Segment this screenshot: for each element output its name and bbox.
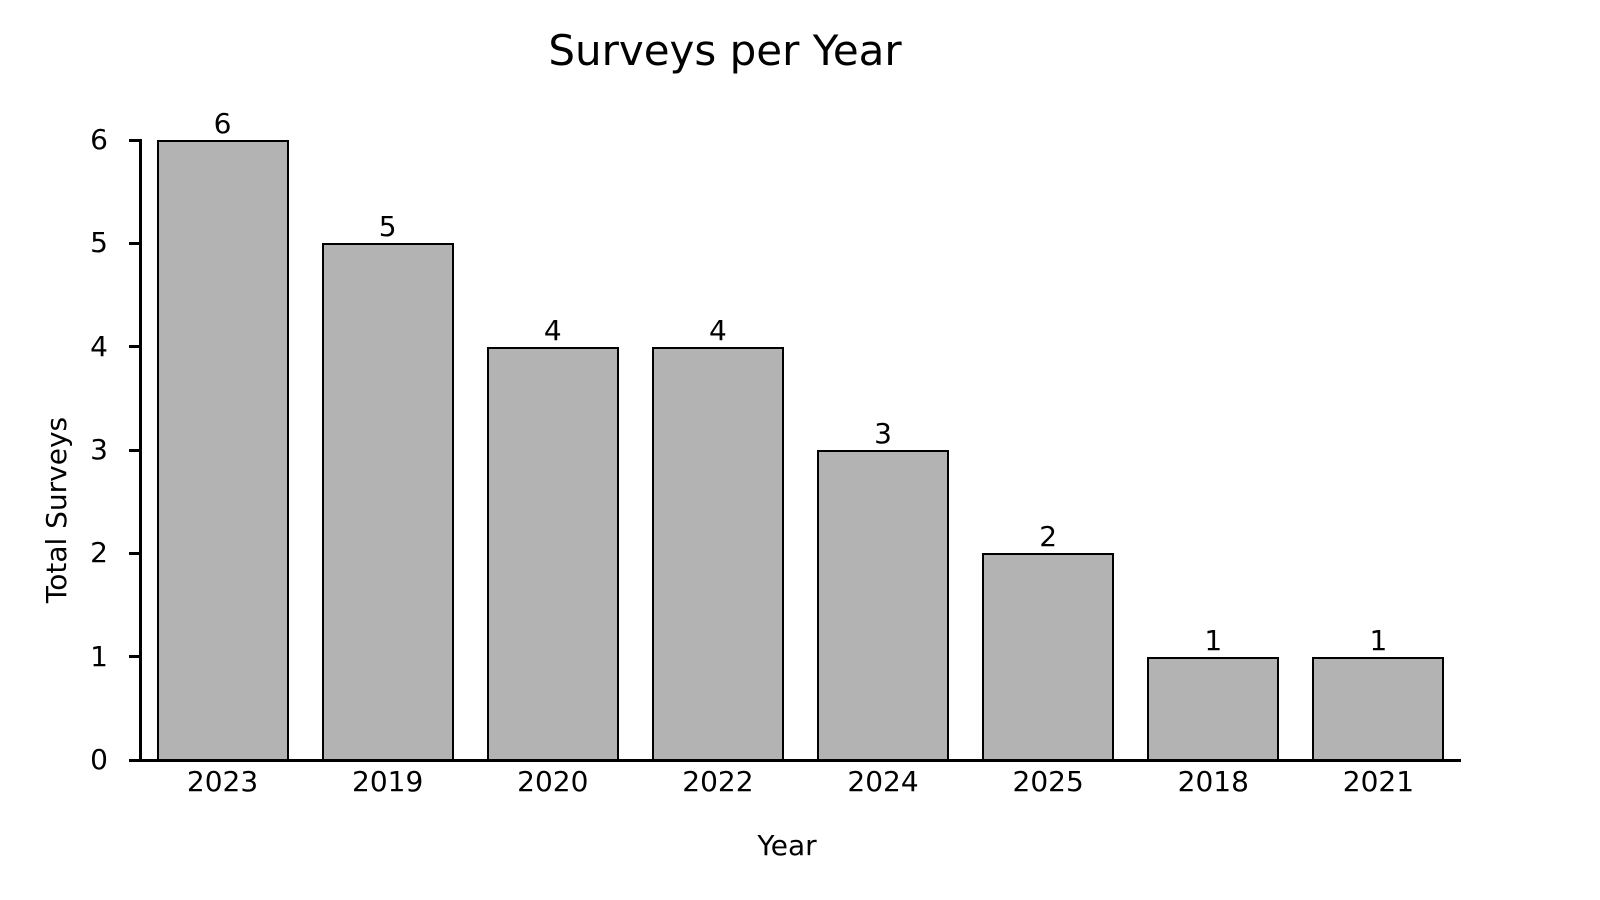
bar-value-label: 4 — [543, 313, 562, 347]
bar-value-label: 1 — [1204, 623, 1223, 657]
bar-value-label: 4 — [709, 313, 727, 347]
bar — [321, 243, 454, 762]
y-axis-spine — [138, 138, 142, 762]
x-tick-label: 2024 — [847, 765, 919, 798]
y-tick-mark — [128, 655, 139, 659]
x-tick-label: 2023 — [186, 765, 259, 798]
x-axis-spine — [138, 758, 1461, 762]
bar — [651, 346, 784, 762]
bar-value-label: 6 — [213, 107, 232, 140]
bar — [817, 450, 950, 762]
x-tick-label: 2019 — [352, 765, 424, 798]
bar-value-label: 1 — [1369, 623, 1388, 657]
x-tick-label: 2025 — [1012, 765, 1084, 798]
x-tick-label: 2021 — [1342, 765, 1415, 798]
y-tick-mark — [128, 345, 139, 349]
y-tick-label: 3 — [90, 433, 108, 466]
y-tick-label: 1 — [90, 639, 108, 673]
x-tick-label: 2020 — [517, 765, 589, 798]
x-tick-label: 2018 — [1177, 765, 1249, 798]
y-tick-mark — [128, 551, 139, 555]
y-tick-label: 6 — [90, 123, 108, 156]
y-tick-mark — [128, 448, 139, 452]
bar — [1312, 656, 1445, 762]
y-tick-label: 0 — [90, 743, 108, 776]
x-tick-label: 2022 — [682, 765, 754, 798]
bar-value-label: 2 — [1039, 520, 1058, 554]
bar-value-label: 3 — [874, 417, 892, 450]
y-tick-mark — [128, 758, 139, 762]
y-tick-label: 2 — [90, 536, 108, 570]
y-tick-label: 4 — [90, 329, 108, 363]
y-tick-mark — [128, 138, 139, 142]
bar — [1147, 656, 1280, 762]
bar — [486, 346, 619, 762]
y-tick-mark — [128, 241, 139, 245]
x-axis-label: Year — [757, 829, 817, 862]
bar — [982, 553, 1115, 762]
y-tick-label: 5 — [90, 226, 108, 260]
bar — [156, 140, 289, 762]
bar-value-label: 5 — [378, 210, 397, 244]
chart-title: Surveys per Year — [548, 26, 902, 75]
